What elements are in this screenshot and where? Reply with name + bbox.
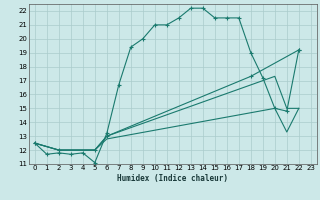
X-axis label: Humidex (Indice chaleur): Humidex (Indice chaleur) xyxy=(117,174,228,183)
